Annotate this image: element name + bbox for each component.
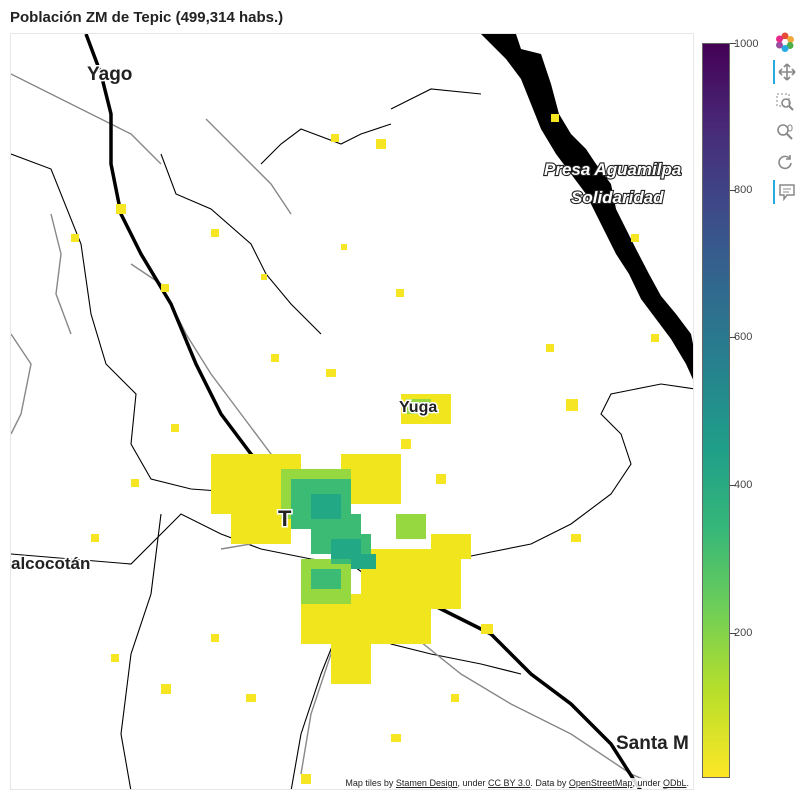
basemap: Yago T alcocotán Santa M Yuga Presa Agua… (11, 34, 693, 789)
map-canvas[interactable]: Yago T alcocotán Santa M Yuga Presa Agua… (10, 33, 694, 790)
pan-icon[interactable] (773, 60, 799, 84)
link-osm[interactable]: OpenStreetMap (568, 778, 633, 788)
label-presa-1: Presa Aguamilpa (544, 160, 681, 179)
colorbar-tick-label: 1000 (734, 38, 759, 50)
label-tepic: T (278, 506, 292, 531)
plot-toolbar (770, 30, 800, 220)
population-density-layer (71, 114, 659, 784)
reset-icon[interactable] (773, 150, 797, 174)
chart-title: Población ZM de Tepic (499,314 habs.) (10, 9, 284, 26)
colorbar-tick (730, 43, 736, 44)
box-zoom-icon[interactable] (773, 90, 797, 114)
wheel-zoom-icon[interactable] (773, 120, 797, 144)
colorbar: 1000 800 600 400 200 (700, 38, 770, 782)
label-presa-2: Solidaridad (571, 188, 664, 207)
colorbar-tick-label: 800 (734, 184, 753, 196)
colorbar-tick (730, 337, 736, 338)
colorbar-tick (730, 485, 736, 486)
label-yago: Yago (87, 64, 132, 85)
colorbar-tick-label: 400 (734, 479, 753, 491)
hover-icon[interactable] (773, 180, 799, 204)
colorbar-tick-label: 600 (734, 331, 753, 343)
reservoir-shape (481, 34, 693, 380)
map-attribution: Map tiles by Stamen Design, under CC BY … (343, 778, 691, 788)
link-odbl[interactable]: ODbL (662, 778, 687, 788)
bokeh-logo-icon[interactable] (773, 30, 797, 54)
colorbar-tick (730, 190, 736, 191)
link-ccby[interactable]: CC BY 3.0 (488, 778, 531, 788)
link-stamen[interactable]: Stamen Design (395, 778, 458, 788)
colorbar-tick-label: 200 (734, 627, 753, 639)
colorbar-gradient (702, 43, 730, 778)
label-xalcocotan: alcocotán (11, 554, 90, 573)
label-santa-m: Santa M (616, 733, 689, 754)
colorbar-tick (730, 633, 736, 634)
label-yuga: Yuga (399, 399, 437, 416)
